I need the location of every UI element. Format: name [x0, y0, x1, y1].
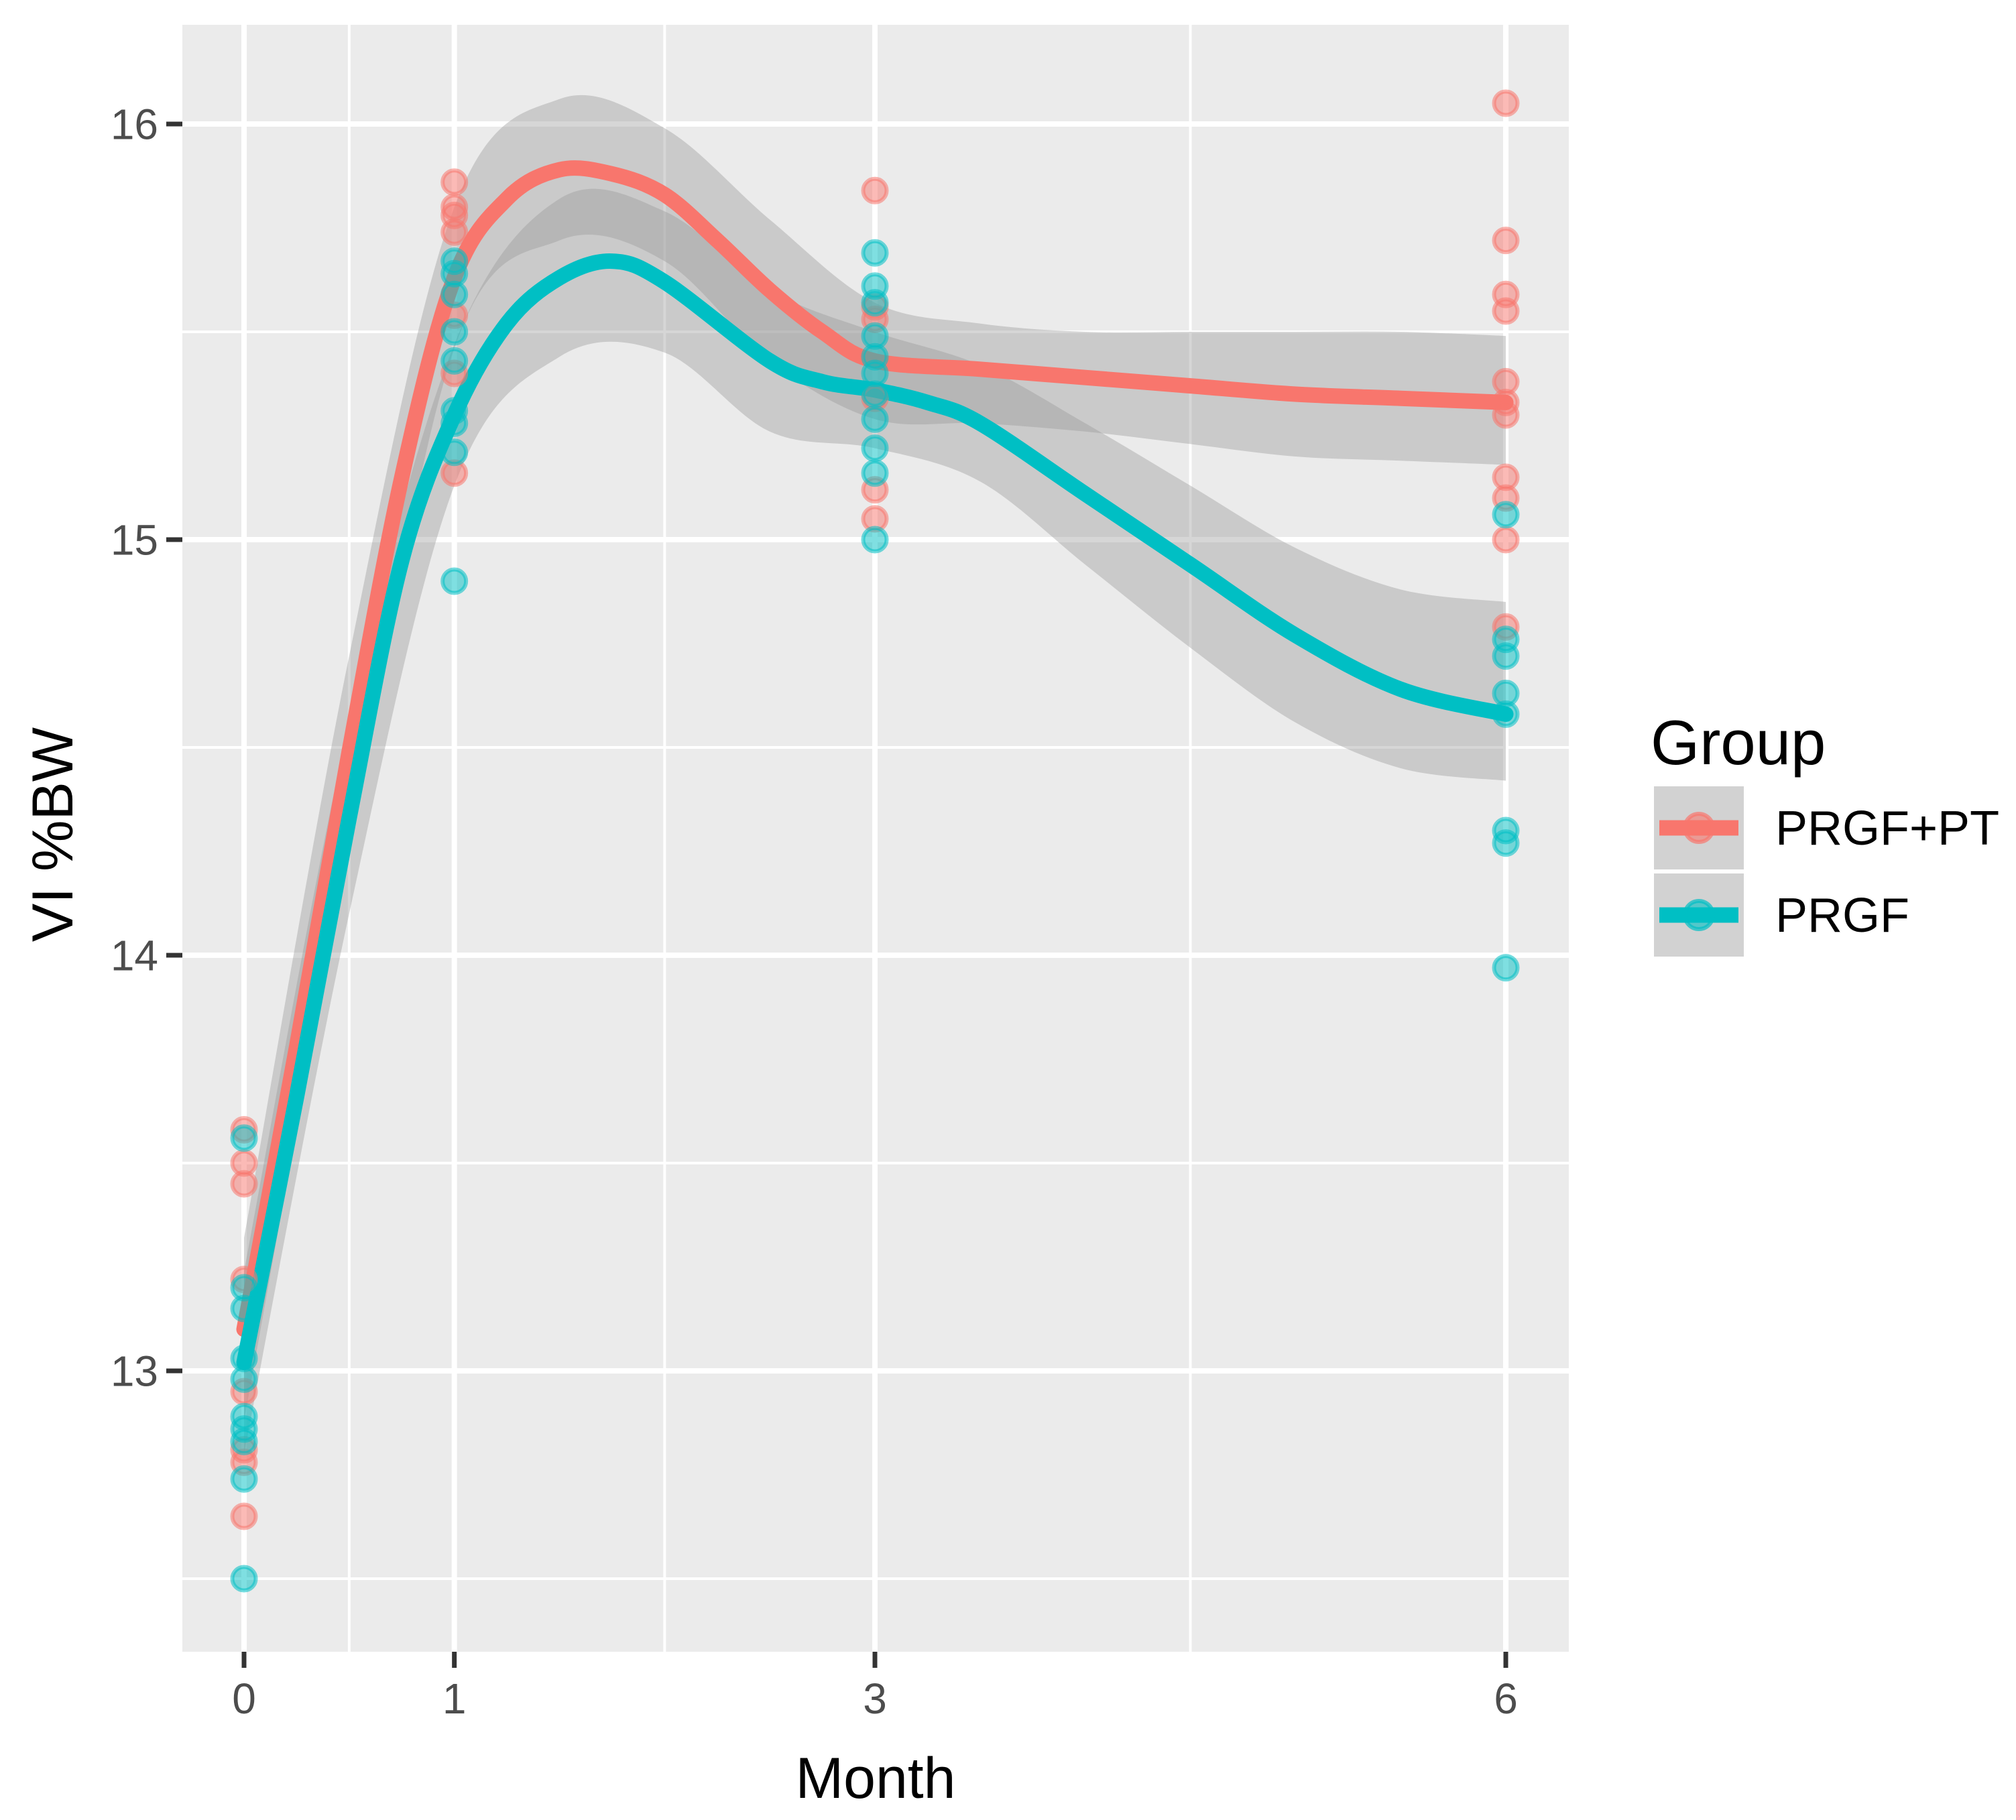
- point-prgf: [440, 438, 469, 467]
- point-prgf-pt: [230, 1502, 258, 1530]
- point-prgf: [440, 347, 469, 375]
- point-prgf: [440, 567, 469, 595]
- point-prgf: [230, 1565, 258, 1593]
- point-prgf: [230, 1294, 258, 1323]
- point-prgf: [440, 409, 469, 437]
- legend-item-label: PRGF+PT: [1775, 802, 1999, 855]
- point-prgf: [861, 239, 889, 267]
- y-tick-label: 14: [111, 931, 158, 979]
- point-prgf: [861, 459, 889, 487]
- legend-item-prgf: PRGF: [1654, 873, 1909, 957]
- legend: Group PRGF+PT PRGF: [1651, 707, 1999, 957]
- point-prgf: [861, 434, 889, 463]
- x-tick-label: 3: [863, 1675, 887, 1723]
- point-prgf: [1492, 829, 1520, 857]
- point-prgf-pt: [440, 168, 469, 196]
- legend-key-point: [1683, 899, 1715, 931]
- legend-item-prgf-pt: PRGF+PT: [1654, 786, 1999, 869]
- point-prgf: [861, 405, 889, 433]
- point-prgf: [1492, 501, 1520, 529]
- point-prgf-pt: [1492, 227, 1520, 255]
- point-prgf: [1492, 954, 1520, 982]
- point-prgf-pt: [1492, 526, 1520, 554]
- confidence-ribbon-prgf: [244, 188, 1506, 1455]
- x-tick-label: 6: [1494, 1675, 1518, 1723]
- confidence-ribbons: [244, 95, 1506, 1455]
- legend-items: PRGF+PT PRGF: [1654, 786, 1999, 957]
- legend-key-point: [1683, 812, 1715, 844]
- point-prgf: [1492, 642, 1520, 670]
- point-prgf: [230, 1465, 258, 1493]
- point-prgf: [861, 289, 889, 317]
- x-tick-label: 1: [442, 1675, 467, 1723]
- data-points: [230, 89, 1520, 1593]
- axis-ticks: [166, 121, 1508, 1668]
- legend-item-label: PRGF: [1775, 889, 1909, 943]
- point-prgf-pt: [1492, 89, 1520, 117]
- point-prgf-pt: [1492, 401, 1520, 429]
- point-prgf: [230, 1124, 258, 1152]
- point-prgf: [440, 318, 469, 346]
- x-tick-label: 0: [232, 1675, 256, 1723]
- confidence-ribbon-prgf-pt: [244, 95, 1506, 1421]
- point-prgf: [861, 526, 889, 554]
- y-tick-label: 13: [111, 1347, 158, 1395]
- smooth-line-prgf-pt: [236, 160, 1514, 1337]
- point-prgf-pt: [861, 176, 889, 204]
- point-prgf: [230, 1365, 258, 1393]
- point-prgf-pt: [440, 218, 469, 246]
- point-prgf: [440, 280, 469, 308]
- point-prgf-pt: [1492, 297, 1520, 325]
- smooth-line-prgf: [236, 253, 1514, 1371]
- point-prgf: [230, 1427, 258, 1455]
- point-prgf: [1492, 700, 1520, 728]
- y-tick-label: 15: [111, 515, 158, 564]
- legend-title: Group: [1651, 707, 1826, 778]
- point-prgf: [861, 380, 889, 408]
- smooth-lines: [236, 160, 1514, 1371]
- y-axis-title: VI %BW: [21, 727, 85, 942]
- point-prgf-pt: [230, 1170, 258, 1198]
- x-axis-title: Month: [795, 1746, 955, 1811]
- y-tick-label: 16: [111, 100, 158, 148]
